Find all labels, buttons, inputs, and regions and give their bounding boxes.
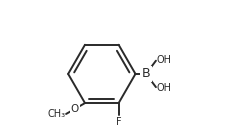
Text: OH: OH (156, 55, 171, 65)
Text: F: F (115, 117, 121, 127)
Text: B: B (141, 67, 150, 80)
Text: O: O (70, 104, 79, 114)
Text: CH₃: CH₃ (47, 109, 65, 119)
Text: OH: OH (156, 83, 171, 93)
